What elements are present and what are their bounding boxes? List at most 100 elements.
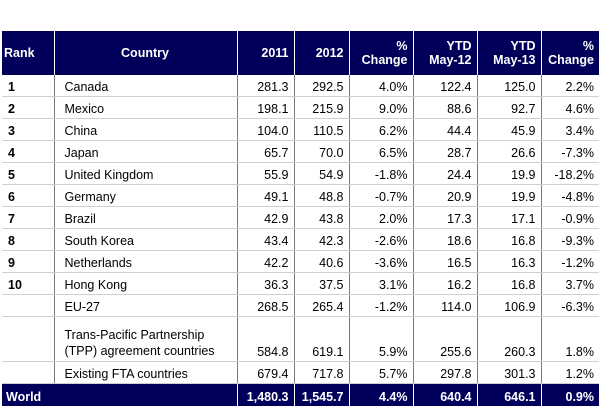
rank-cell: 3 xyxy=(2,119,54,141)
pct1-cell: -1.2% xyxy=(349,295,413,317)
rank-cell: 7 xyxy=(2,207,54,229)
pct2-cell: -4.8% xyxy=(541,185,599,207)
ytd12-cell: 18.6 xyxy=(413,229,477,251)
pct2-cell: 1.2% xyxy=(541,362,599,384)
pct2-cell: -0.9% xyxy=(541,207,599,229)
y2012-cell: 110.5 xyxy=(294,119,349,141)
pct1-cell: 6.5% xyxy=(349,141,413,163)
rank-cell: 8 xyxy=(2,229,54,251)
y2011-cell: 55.9 xyxy=(237,163,294,185)
country-cell: South Korea xyxy=(54,229,237,251)
ytd12-cell: 16.5 xyxy=(413,251,477,273)
trade-table-container: Rank Country 2011 2012 % Change YTD May-… xyxy=(2,31,599,406)
ytd12-cell: 297.8 xyxy=(413,362,477,384)
pct2-cell: -9.3% xyxy=(541,229,599,251)
world-label-cell: World xyxy=(2,384,237,406)
header-country: Country xyxy=(54,31,237,75)
ytd13-cell: 26.6 xyxy=(477,141,541,163)
header-ytd-may13-line2: May-13 xyxy=(493,53,535,67)
country-cell: Canada xyxy=(54,75,237,97)
ytd12-cell: 122.4 xyxy=(413,75,477,97)
rank-cell: 1 xyxy=(2,75,54,97)
y2012-cell: 54.9 xyxy=(294,163,349,185)
pct2-cell: 1.8% xyxy=(541,317,599,362)
country-cell: Existing FTA countries xyxy=(54,362,237,384)
y2012-cell: 619.1 xyxy=(294,317,349,362)
header-2011: 2011 xyxy=(237,31,294,75)
rank-cell: 2 xyxy=(2,97,54,119)
pct1-cell: 9.0% xyxy=(349,97,413,119)
pct2-cell: -1.2% xyxy=(541,251,599,273)
ytd12-cell: 114.0 xyxy=(413,295,477,317)
y2011-cell: 281.3 xyxy=(237,75,294,97)
y2011-cell: 584.8 xyxy=(237,317,294,362)
pct1-cell: -2.6% xyxy=(349,229,413,251)
ytd13-cell: 16.8 xyxy=(477,273,541,295)
rank-cell xyxy=(2,295,54,317)
ytd13-cell: 45.9 xyxy=(477,119,541,141)
pct2-cell: 3.7% xyxy=(541,273,599,295)
y2012-cell: 37.5 xyxy=(294,273,349,295)
ytd13-cell: 301.3 xyxy=(477,362,541,384)
pct2-cell: 4.6% xyxy=(541,97,599,119)
ytd13-cell: 260.3 xyxy=(477,317,541,362)
y2011-cell: 679.4 xyxy=(237,362,294,384)
ytd13-cell: 19.9 xyxy=(477,163,541,185)
y2012-cell: 43.8 xyxy=(294,207,349,229)
y2012-cell: 48.8 xyxy=(294,185,349,207)
ytd13-cell: 17.1 xyxy=(477,207,541,229)
world-y2012-cell: 1,545.7 xyxy=(294,384,349,406)
header-row: Rank Country 2011 2012 % Change YTD May-… xyxy=(2,31,599,75)
pct1-cell: -3.6% xyxy=(349,251,413,273)
ytd12-cell: 44.4 xyxy=(413,119,477,141)
y2011-cell: 42.2 xyxy=(237,251,294,273)
y2011-cell: 43.4 xyxy=(237,229,294,251)
header-2012: 2012 xyxy=(294,31,349,75)
trade-table: Rank Country 2011 2012 % Change YTD May-… xyxy=(2,31,599,406)
pct2-cell: 2.2% xyxy=(541,75,599,97)
ytd12-cell: 255.6 xyxy=(413,317,477,362)
pct1-cell: 5.9% xyxy=(349,317,413,362)
y2011-cell: 268.5 xyxy=(237,295,294,317)
header-pct-change-1: % Change xyxy=(349,31,413,75)
y2011-cell: 198.1 xyxy=(237,97,294,119)
country-cell: Hong Kong xyxy=(54,273,237,295)
header-ytd-may12-line2: May-12 xyxy=(429,53,471,67)
y2012-cell: 292.5 xyxy=(294,75,349,97)
pct1-cell: 4.0% xyxy=(349,75,413,97)
group-row: Trans-Pacific Partnership (TPP) agreemen… xyxy=(2,317,599,362)
world-pct2-cell: 0.9% xyxy=(541,384,599,406)
country-cell: China xyxy=(54,119,237,141)
ytd13-cell: 16.3 xyxy=(477,251,541,273)
world-pct1-cell: 4.4% xyxy=(349,384,413,406)
header-pct-change-2-line1: % xyxy=(583,39,594,53)
rank-cell: 6 xyxy=(2,185,54,207)
country-cell: Japan xyxy=(54,141,237,163)
rank-cell: 4 xyxy=(2,141,54,163)
y2011-cell: 65.7 xyxy=(237,141,294,163)
country-cell: Trans-Pacific Partnership (TPP) agreemen… xyxy=(54,317,237,362)
y2012-cell: 215.9 xyxy=(294,97,349,119)
y2012-cell: 40.6 xyxy=(294,251,349,273)
y2011-cell: 49.1 xyxy=(237,185,294,207)
country-cell: Mexico xyxy=(54,97,237,119)
ytd13-cell: 125.0 xyxy=(477,75,541,97)
pct2-cell: -18.2% xyxy=(541,163,599,185)
rank-cell xyxy=(2,362,54,384)
header-ytd-may12-line1: YTD xyxy=(447,39,472,53)
ytd13-cell: 92.7 xyxy=(477,97,541,119)
country-cell: United Kingdom xyxy=(54,163,237,185)
country-cell: Brazil xyxy=(54,207,237,229)
pct1-cell: 2.0% xyxy=(349,207,413,229)
